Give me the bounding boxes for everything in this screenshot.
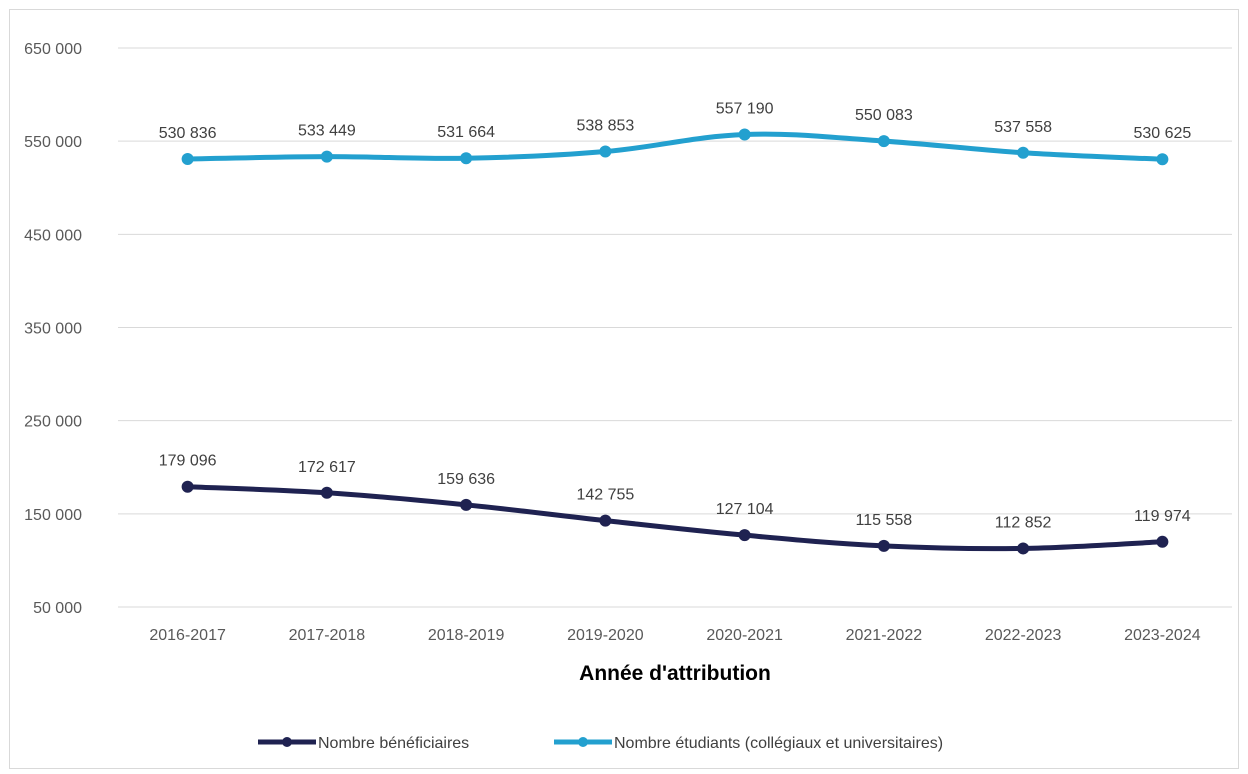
data-label: 179 096 [159, 453, 217, 470]
legend: Nombre bénéficiaires Nombre étudiants (co… [258, 735, 943, 752]
data-point [1156, 153, 1169, 166]
x-tick-label: 2020-2021 [706, 627, 783, 644]
data-point [460, 498, 473, 511]
data-label: 127 104 [716, 501, 774, 518]
x-tick-label: 2019-2020 [567, 627, 644, 644]
x-axis-ticks: 2016-2017 2017-2018 2018-2019 2019-2020 2020… [149, 627, 1200, 644]
x-tick-label: 2022-2023 [985, 627, 1062, 644]
data-labels: 179 096 172 617 159 636 142 755 127 104 115 5… [159, 100, 1192, 531]
gridlines [118, 47, 1232, 608]
data-label: 557 190 [716, 100, 774, 117]
data-label: 119 974 [1134, 508, 1191, 525]
data-label: 172 617 [298, 459, 356, 476]
x-tick-label: 2021-2022 [846, 627, 923, 644]
y-tick-label: 250 000 [24, 414, 82, 431]
y-tick-label: 650 000 [24, 41, 82, 58]
x-tick-label: 2017-2018 [289, 627, 366, 644]
data-label: 530 625 [1133, 125, 1191, 142]
data-label: 112 852 [995, 514, 1052, 531]
chart-frame [9, 9, 1239, 769]
data-point [320, 150, 333, 163]
series-layer [181, 128, 1169, 555]
data-label: 533 449 [298, 123, 356, 140]
data-point [738, 529, 751, 542]
legend-item: Nombre étudiants (collégiaux et universi… [554, 735, 943, 752]
data-point [599, 514, 612, 527]
y-axis-ticks: 50 000 150 000 250 000 350 000 450 000 550 00… [24, 41, 82, 617]
data-point [1156, 535, 1169, 548]
x-tick-label: 2016-2017 [149, 627, 226, 644]
data-point [738, 128, 751, 141]
legend-label: Nombre bénéficiaires [318, 735, 469, 752]
data-point [877, 135, 890, 148]
data-point [181, 480, 194, 493]
data-label: 142 755 [576, 487, 634, 504]
data-label: 115 558 [856, 512, 913, 529]
data-label: 159 636 [437, 471, 495, 488]
y-tick-label: 450 000 [24, 227, 82, 244]
series-line [185, 484, 1165, 552]
y-tick-label: 350 000 [24, 321, 82, 338]
data-label: 537 558 [994, 119, 1052, 136]
data-point [1017, 146, 1030, 159]
legend-swatch-marker [578, 737, 588, 747]
data-point [599, 145, 612, 158]
y-tick-label: 150 000 [24, 507, 82, 524]
y-tick-label: 50 000 [33, 600, 82, 617]
series-line [185, 131, 1165, 162]
legend-label: Nombre étudiants (collégiaux et universi… [614, 735, 943, 752]
data-point [877, 539, 890, 552]
legend-swatch-marker [282, 737, 292, 747]
x-tick-label: 2018-2019 [428, 627, 505, 644]
data-label: 531 664 [437, 124, 495, 141]
y-tick-label: 550 000 [24, 134, 82, 151]
data-point [320, 486, 333, 499]
data-label: 530 836 [159, 125, 217, 142]
data-point [181, 153, 194, 166]
data-point [460, 152, 473, 165]
x-axis-title: Année d'attribution [579, 662, 771, 685]
data-label: 550 083 [855, 107, 913, 124]
data-label: 538 853 [576, 118, 634, 135]
x-tick-label: 2023-2024 [1124, 627, 1201, 644]
legend-item: Nombre bénéficiaires [258, 735, 469, 752]
data-point [1017, 542, 1030, 555]
